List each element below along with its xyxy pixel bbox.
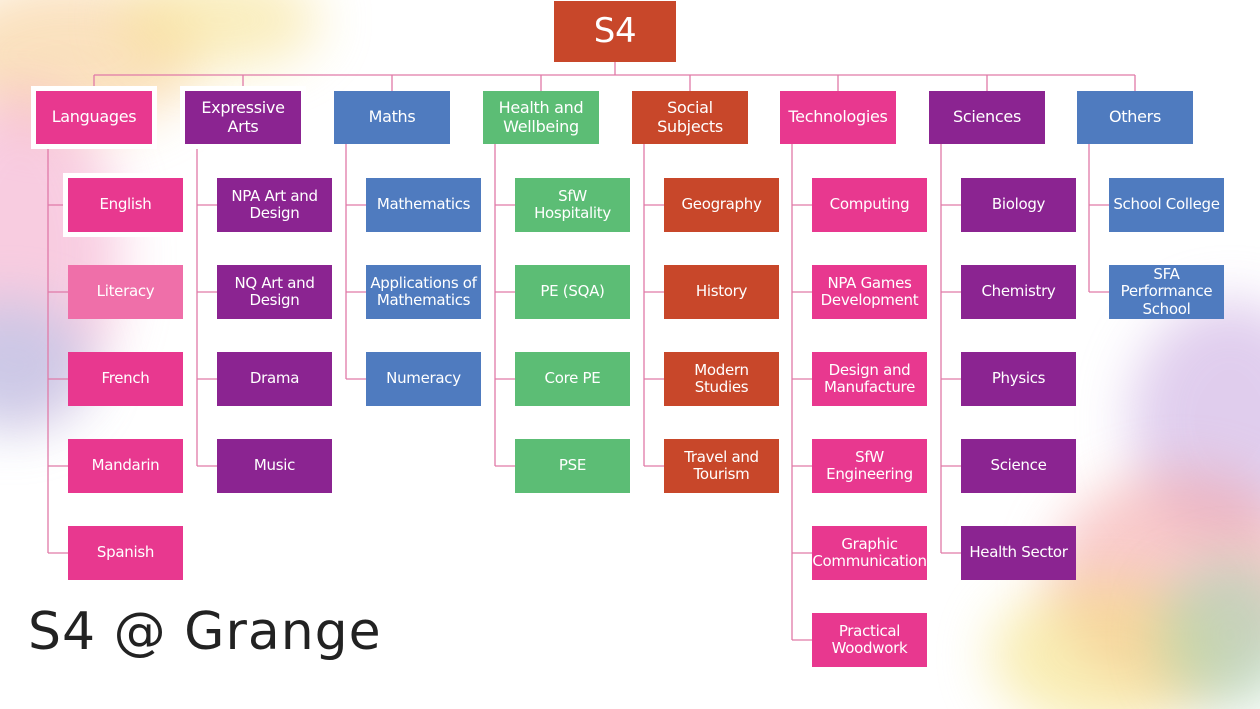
subject-modern-studies: Modern Studies <box>664 352 779 406</box>
category-label: Expressive Arts <box>201 98 285 136</box>
category-label: Technologies <box>788 107 888 127</box>
category-label: Sciences <box>953 107 1021 127</box>
subject-drama: Drama <box>217 352 332 406</box>
category-languages: Languages <box>31 86 157 149</box>
subject-label: SfW Engineering <box>826 447 913 483</box>
category-label: Social Subjects <box>657 98 723 136</box>
subject-numeracy: Numeracy <box>366 352 481 406</box>
category-label: Maths <box>368 107 416 127</box>
category-others: Others <box>1077 91 1193 144</box>
subject-school-college: School College <box>1109 178 1224 232</box>
subject-label: Practical Woodwork <box>831 621 908 657</box>
subject-sfw-engineering: SfW Engineering <box>812 439 927 493</box>
category-label: Others <box>1109 107 1161 127</box>
subject-applications-of-mathematics: Applications of Mathematics <box>366 265 481 319</box>
subject-core-pe: Core PE <box>515 352 630 406</box>
subject-geography: Geography <box>664 178 779 232</box>
subject-label: Graphic Communication <box>812 534 927 570</box>
subject-npa-art-and-design: NPA Art and Design <box>217 178 332 232</box>
subject-label: Music <box>253 456 296 475</box>
subject-label: Health Sector <box>969 543 1068 562</box>
subject-music: Music <box>217 439 332 493</box>
subject-label: SfW Hospitality <box>534 186 611 222</box>
subject-label: Physics <box>991 369 1046 388</box>
subject-travel-and-tourism: Travel and Tourism <box>664 439 779 493</box>
subject-label: Travel and Tourism <box>684 447 759 483</box>
subject-label: PSE <box>558 456 587 475</box>
subject-label: Mandarin <box>91 456 160 475</box>
subject-graphic-communication: Graphic Communication <box>812 526 927 580</box>
subject-label: Modern Studies <box>694 360 749 396</box>
category-social-subjects: Social Subjects <box>632 91 748 144</box>
category-expressive-arts: Expressive Arts <box>180 86 306 149</box>
subject-label: PE (SQA) <box>540 282 605 301</box>
subject-label: Science <box>990 456 1047 475</box>
subject-health-sector: Health Sector <box>961 526 1076 580</box>
subject-nq-art-and-design: NQ Art and Design <box>217 265 332 319</box>
footer-title: S4 @ Grange <box>28 602 382 662</box>
subject-label: NQ Art and Design <box>234 273 315 309</box>
subject-label: French <box>101 369 150 388</box>
subject-mandarin: Mandarin <box>68 439 183 493</box>
subject-label: NPA Art and Design <box>231 186 318 222</box>
subject-label: Literacy <box>96 282 155 301</box>
subject-npa-games-development: NPA Games Development <box>812 265 927 319</box>
subject-label: Spanish <box>96 543 155 562</box>
subject-pe-sqa: PE (SQA) <box>515 265 630 319</box>
category-technologies: Technologies <box>780 91 896 144</box>
subject-pse: PSE <box>515 439 630 493</box>
category-sciences: Sciences <box>929 91 1045 144</box>
subject-sfa-performance-school: SFA Performance School <box>1109 265 1224 319</box>
subject-biology: Biology <box>961 178 1076 232</box>
subject-physics: Physics <box>961 352 1076 406</box>
subject-label: History <box>695 282 748 301</box>
subject-label: School College <box>1113 195 1220 214</box>
subject-design-and-manufacture: Design and Manufacture <box>812 352 927 406</box>
category-health-and-wellbeing: Health and Wellbeing <box>483 91 599 144</box>
subject-label: Drama <box>249 369 300 388</box>
subject-label: SFA Performance School <box>1120 265 1213 318</box>
subject-spanish: Spanish <box>68 526 183 580</box>
subject-mathematics: Mathematics <box>366 178 481 232</box>
subject-practical-woodwork: Practical Woodwork <box>812 613 927 667</box>
subject-french: French <box>68 352 183 406</box>
subject-label: NPA Games Development <box>820 273 919 309</box>
subject-label: Geography <box>681 195 762 214</box>
subject-label: Applications of Mathematics <box>370 273 477 309</box>
subject-history: History <box>664 265 779 319</box>
subject-chemistry: Chemistry <box>961 265 1076 319</box>
subject-label: Computing <box>829 195 910 214</box>
subject-label: Core PE <box>544 369 601 388</box>
subject-literacy: Literacy <box>68 265 183 319</box>
subject-sfw-hospitality: SfW Hospitality <box>515 178 630 232</box>
subject-label: Mathematics <box>376 195 471 214</box>
subject-label: Numeracy <box>386 369 461 388</box>
root-node: S4 <box>554 1 676 62</box>
subject-label: Biology <box>991 195 1046 214</box>
subject-english: English <box>63 173 188 237</box>
category-label: Health and Wellbeing <box>498 98 584 136</box>
subject-label: English <box>99 195 152 214</box>
subject-label: Chemistry <box>981 282 1056 301</box>
category-maths: Maths <box>334 91 450 144</box>
category-label: Languages <box>51 107 137 127</box>
subject-label: Design and Manufacture <box>823 360 916 396</box>
subject-science: Science <box>961 439 1076 493</box>
subject-computing: Computing <box>812 178 927 232</box>
